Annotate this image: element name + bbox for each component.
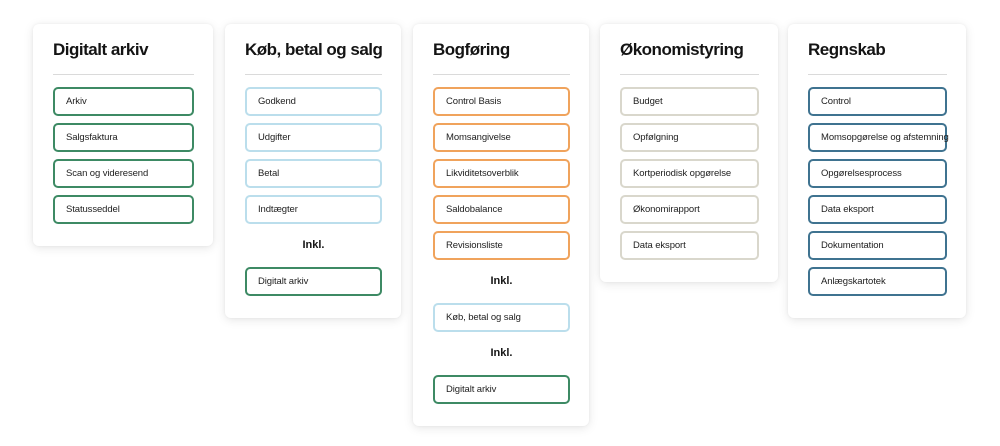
feature-button[interactable]: Kortperiodisk opgørelse — [620, 159, 759, 188]
feature-button[interactable]: Digitalt arkiv — [433, 375, 570, 404]
title-divider — [53, 74, 194, 75]
feature-button[interactable]: Økonomirapport — [620, 195, 759, 224]
feature-button[interactable]: Revisionsliste — [433, 231, 570, 260]
card-title: Økonomistyring — [620, 40, 744, 59]
card-regnskab: Regnskab Control Momsopgørelse og afstemni… — [788, 24, 966, 318]
feature-button[interactable]: Opfølgning — [620, 123, 759, 152]
feature-list: Budget Opfølgning Kortperiodisk opgørelse Ø… — [620, 87, 759, 260]
feature-button[interactable]: Statusseddel — [53, 195, 194, 224]
included-label: Inkl. — [302, 239, 325, 251]
feature-button[interactable]: Data eksport — [620, 231, 759, 260]
card-title: Køb, betal og salg — [245, 40, 383, 59]
card-title: Regnskab — [808, 40, 886, 59]
feature-button[interactable]: Godkend — [245, 87, 382, 116]
card-title: Digitalt arkiv — [53, 40, 149, 59]
feature-button[interactable]: Anlægskartotek — [808, 267, 947, 296]
feature-button[interactable]: Digitalt arkiv — [245, 267, 382, 296]
feature-button[interactable]: Udgifter — [245, 123, 382, 152]
feature-button[interactable]: Køb, betal og salg — [433, 303, 570, 332]
feature-button[interactable]: Momsangivelse — [433, 123, 570, 152]
title-divider — [245, 74, 382, 75]
feature-list: Control Basis Momsangivelse Likviditetsove… — [433, 87, 570, 404]
feature-button[interactable]: Dokumentation — [808, 231, 947, 260]
title-divider — [433, 74, 570, 75]
feature-button[interactable]: Salgsfaktura — [53, 123, 194, 152]
feature-button[interactable]: Control — [808, 87, 947, 116]
feature-button[interactable]: Indtægter — [245, 195, 382, 224]
card-bogfoering: Bogføring Control Basis Momsangivelse Likvi… — [413, 24, 589, 426]
feature-list: Godkend Udgifter Betal Indtægter Inkl. Digita… — [245, 87, 382, 296]
feature-list: Control Momsopgørelse og afstemning Opgøre… — [808, 87, 949, 296]
card-koeb-betal-og-salg: Køb, betal og salg Godkend Udgifter Betal In… — [225, 24, 401, 318]
card-oekonomistyring: Økonomistyring Budget Opfølgning Kortperiod… — [600, 24, 778, 282]
feature-list: Arkiv Salgsfaktura Scan og videresend Statu… — [53, 87, 194, 224]
feature-button[interactable]: Likviditetsoverblik — [433, 159, 570, 188]
included-label: Inkl. — [490, 347, 513, 359]
feature-button[interactable]: Betal — [245, 159, 382, 188]
card-title: Bogføring — [433, 40, 510, 59]
feature-button[interactable]: Control Basis — [433, 87, 570, 116]
feature-button[interactable]: Data eksport — [808, 195, 947, 224]
title-divider — [808, 74, 947, 75]
title-divider — [620, 74, 759, 75]
feature-button[interactable]: Momsopgørelse og afstemning — [808, 123, 949, 152]
card-digitalt-arkiv: Digitalt arkiv Arkiv Salgsfaktura Scan og v… — [33, 24, 213, 246]
feature-button[interactable]: Opgørelsesprocess — [808, 159, 947, 188]
feature-button[interactable]: Scan og videresend — [53, 159, 194, 188]
included-label: Inkl. — [490, 275, 513, 287]
feature-button[interactable]: Arkiv — [53, 87, 194, 116]
feature-button[interactable]: Budget — [620, 87, 759, 116]
feature-button[interactable]: Saldobalance — [433, 195, 570, 224]
